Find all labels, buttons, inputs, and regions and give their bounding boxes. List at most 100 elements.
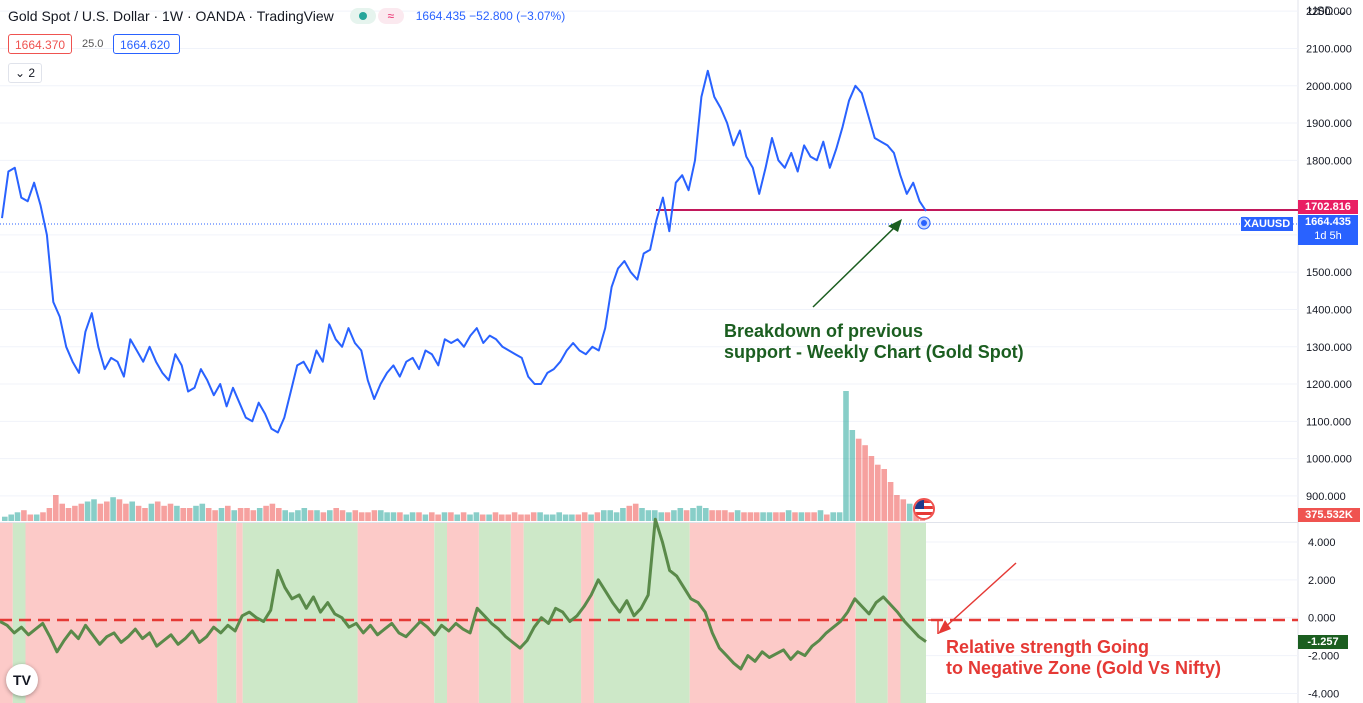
rs-bull-zone <box>434 523 448 703</box>
volume-bar <box>250 510 257 521</box>
price-tick-label: 2100.000 <box>1306 43 1352 55</box>
rs-tick-label: 0.000 <box>1308 613 1336 625</box>
volume-bar <box>72 505 78 521</box>
volume-bar <box>371 510 378 521</box>
volume-bar <box>779 512 785 521</box>
volume-bar <box>346 512 352 521</box>
rs-bear-zone <box>357 523 435 703</box>
symbol-tag: XAUUSD <box>1241 217 1293 231</box>
tradingview-logo-icon[interactable]: TV <box>6 664 38 696</box>
chart-title[interactable]: Gold Spot / U.S. Dollar · 1W · OANDA · T… <box>8 8 334 24</box>
rs-bear-zone <box>510 523 524 703</box>
volume-bar <box>499 514 505 521</box>
volume-bar <box>664 512 671 521</box>
volume-bar <box>671 510 677 521</box>
volume-bar <box>225 505 231 521</box>
volume-bar <box>53 495 59 521</box>
volume-bar <box>40 512 46 521</box>
volume-bar <box>104 501 110 521</box>
volume-bar <box>8 514 14 521</box>
volume-bar <box>556 512 562 521</box>
volume-bar <box>97 503 104 521</box>
volume-bar <box>906 503 913 521</box>
volume-bar <box>199 503 206 521</box>
volume-bar <box>632 503 639 521</box>
volume-bar <box>263 505 269 521</box>
last-price-marker-dot <box>921 220 927 226</box>
volume-bar <box>352 510 359 521</box>
volume-bar <box>703 508 709 521</box>
volume-bar <box>116 499 123 521</box>
rs-tag-connector <box>928 619 939 634</box>
volume-bar <box>237 508 244 521</box>
volume-bar <box>486 514 492 521</box>
wave-icon[interactable]: ≈ <box>377 8 404 24</box>
price-axis-labels: 2200.000 2100.000 2000.000 1900.000 1800.000… <box>1306 6 1352 503</box>
rs-bull-zone <box>593 523 690 703</box>
volume-bar <box>161 505 167 521</box>
volume-bar <box>174 505 180 521</box>
volume-bar <box>244 508 250 521</box>
volume-bar <box>900 499 907 521</box>
market-open-icon[interactable] <box>349 8 376 24</box>
volume-bar <box>505 514 511 521</box>
volume-bar <box>875 464 881 521</box>
rs-zone-bands <box>0 523 926 703</box>
us-flag-icon[interactable] <box>913 498 935 520</box>
currency-selector[interactable]: USD ⌄ <box>1308 4 1347 18</box>
collapse-indicators-button[interactable]: ⌄ 2 <box>8 63 42 83</box>
rs-annotation-line2: to Negative Zone (Gold Vs Nifty) <box>946 658 1221 678</box>
volume-bar <box>339 510 346 521</box>
volume-bar <box>817 510 824 521</box>
volume-bar <box>728 512 735 521</box>
volume-bar <box>741 512 747 521</box>
price-tick-label: 900.000 <box>1306 491 1346 503</box>
volume-bar <box>123 503 129 521</box>
rs-bear-zone <box>447 523 479 703</box>
volume-bar <box>193 505 199 521</box>
volume-bar <box>652 510 658 521</box>
volume-bar <box>416 512 422 521</box>
volume-bar <box>142 508 148 521</box>
volume-bar <box>390 512 397 521</box>
chevron-down-icon: ⌄ <box>1336 4 1347 18</box>
volume-bar <box>256 508 263 521</box>
price-arrow-head <box>888 219 902 232</box>
volume-bar <box>530 512 537 521</box>
volume-bar <box>696 505 703 521</box>
currency-label: USD <box>1308 4 1334 18</box>
sell-price-button[interactable]: 1664.370 <box>8 34 72 54</box>
price-tick-label: 2200.000 <box>1306 6 1352 18</box>
volume-bar <box>569 514 575 521</box>
price-annotation-line2: support - Weekly Chart (Gold Spot) <box>724 342 1024 362</box>
volume-bar <box>276 508 282 521</box>
volume-bar <box>645 510 652 521</box>
price-tick-label: 1500.000 <box>1306 267 1352 279</box>
volume-bar <box>849 430 856 521</box>
volume-bar <box>84 501 91 521</box>
volume-bar <box>588 514 594 521</box>
rs-value-tag: -1.257 <box>1298 635 1348 649</box>
price-tick-label: 1300.000 <box>1306 342 1352 354</box>
last-price-tag: 1664.435 1d 5h <box>1298 215 1358 245</box>
volume-bar <box>288 512 295 521</box>
volume-bar <box>607 510 613 521</box>
volume-bar <box>594 512 601 521</box>
volume-bar <box>887 482 894 521</box>
volume-bar <box>862 445 868 521</box>
volume-bar <box>709 510 715 521</box>
volume-bar <box>766 512 773 521</box>
rs-tick-label: -4.000 <box>1308 689 1339 701</box>
price-tick-label: 1800.000 <box>1306 155 1352 167</box>
buy-price-button[interactable]: 1664.620 <box>113 34 180 54</box>
volume-bar <box>798 512 805 521</box>
volume-bar <box>333 508 339 521</box>
volume-bar <box>212 510 218 521</box>
volume-bar <box>830 512 836 521</box>
volume-bar <box>479 514 486 521</box>
volume-bar <box>129 501 135 521</box>
volume-bar <box>492 512 499 521</box>
volume-bar <box>46 508 53 521</box>
rs-tick-label: 4.000 <box>1308 537 1336 549</box>
